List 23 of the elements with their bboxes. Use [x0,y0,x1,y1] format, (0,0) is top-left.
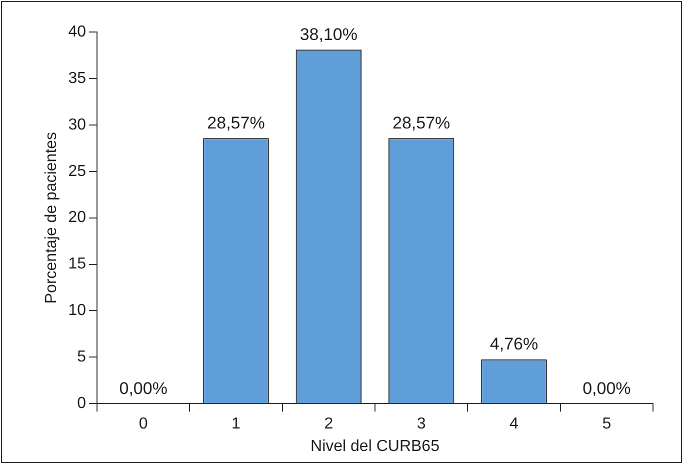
y-tick-label: 30 [68,116,86,134]
x-tick-label: 3 [416,416,426,433]
data-label: 0,00% [582,378,631,398]
y-tick-label: 15 [68,256,86,273]
x-tick-label: 2 [324,416,334,433]
y-tick-label: 5 [77,348,86,366]
y-tick-label: 0 [77,395,86,412]
x-tick-label: 5 [602,416,612,433]
x-tick-label: 4 [510,416,519,433]
data-label: 28,57% [207,113,265,132]
y-tick-label: 35 [68,70,86,87]
x-tick-label: 1 [232,416,241,433]
data-label: 4,76% [490,334,538,354]
y-tick-label: 40 [68,23,86,40]
y-tick-label: 10 [68,302,86,320]
data-label: 28,57% [392,113,450,132]
y-tick-label: 20 [68,209,86,226]
data-label: 38,10% [300,24,358,44]
data-label: 0,00% [119,378,168,398]
x-axis-title: Nivel del CURB65 [310,438,440,455]
y-axis-title: Porcentaje de pacientes [43,132,60,304]
y-tick-label: 25 [68,162,86,180]
x-tick-label: 0 [138,416,148,433]
